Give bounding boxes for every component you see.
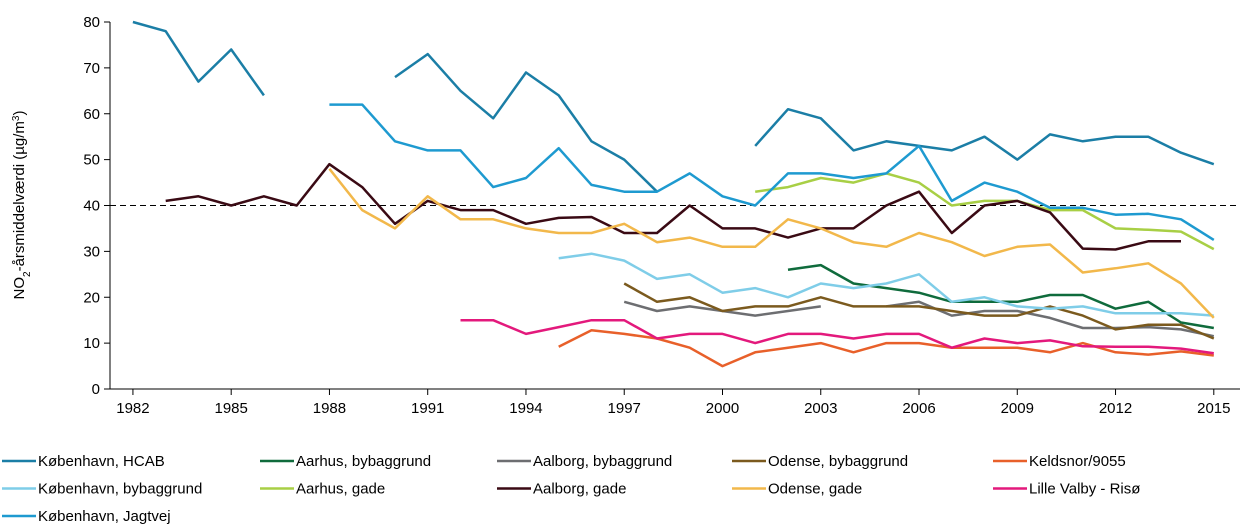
x-tick-label: 1985 — [215, 400, 248, 417]
series-line — [623, 282, 1215, 340]
x-tick-label: 2000 — [706, 400, 739, 417]
y-axis-label: NO2-årsmiddelværdi (µg/m3) — [11, 111, 33, 300]
y-label-sub: 2 — [22, 271, 33, 277]
legend-label: Aarhus, gade — [296, 481, 385, 498]
series-line — [132, 20, 1215, 193]
series-line — [558, 252, 1214, 317]
y-tick-label: 60 — [83, 106, 100, 123]
legend-label: Aarhus, bybaggrund — [296, 453, 431, 470]
y-tick-label: 10 — [83, 335, 100, 352]
x-tick-label: 1994 — [509, 400, 542, 417]
series-line — [329, 103, 1215, 241]
x-tick-label: 1982 — [116, 400, 149, 417]
x-tick-label: 2003 — [804, 400, 837, 417]
y-tick-label: 80 — [83, 14, 100, 31]
y-tick-label: 30 — [83, 243, 100, 260]
legend-label: Aalborg, gade — [533, 481, 626, 498]
y-label-part: ) — [11, 111, 28, 116]
series-line — [460, 318, 1214, 355]
x-tick-label: 2006 — [902, 400, 935, 417]
series-line — [558, 329, 1214, 368]
x-tick-label: 1988 — [313, 400, 346, 417]
x-tick-label: 2015 — [1197, 400, 1230, 417]
x-tick-label: 1997 — [608, 400, 641, 417]
series-line — [328, 168, 1215, 319]
y-label-part: -årsmiddelværdi (µg/m — [11, 121, 28, 271]
series-line — [755, 172, 1215, 251]
legend-label: København, Jagtvej — [38, 508, 171, 524]
legend-label: Odense, bybaggrund — [768, 453, 908, 470]
y-label-sup: 3 — [11, 115, 22, 121]
legend-label: København, bybaggrund — [38, 481, 202, 498]
series-line — [165, 162, 1181, 251]
x-tick-label: 2009 — [1001, 400, 1034, 417]
legend-label: Odense, gade — [768, 481, 862, 498]
legend-label: Lille Valby - Risø — [1029, 481, 1140, 498]
x-tick-label: 1991 — [411, 400, 444, 417]
series-line — [787, 263, 1215, 330]
y-label-part: NO — [11, 277, 28, 300]
legend-label: Aalborg, bybaggrund — [533, 453, 672, 470]
legend-label: Keldsnor/9055 — [1029, 453, 1126, 470]
y-tick-label: 70 — [83, 60, 100, 77]
legend-label: København, HCAB — [38, 453, 165, 470]
x-tick-label: 2012 — [1099, 400, 1132, 417]
y-tick-label: 0 — [92, 381, 100, 398]
y-tick-label: 40 — [83, 198, 100, 215]
y-tick-label: 20 — [83, 289, 100, 306]
y-tick-label: 50 — [83, 152, 100, 169]
